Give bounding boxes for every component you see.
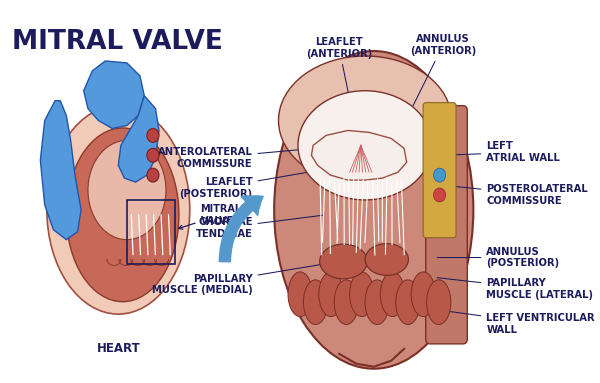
FancyBboxPatch shape (426, 106, 467, 344)
Text: ANNULUS
(POSTERIOR): ANNULUS (POSTERIOR) (437, 247, 559, 268)
Text: ANNULUS
(ANTERIOR): ANNULUS (ANTERIOR) (408, 34, 476, 116)
Text: HEART: HEART (97, 342, 140, 355)
Ellipse shape (288, 272, 312, 317)
Ellipse shape (298, 91, 432, 200)
FancyBboxPatch shape (423, 103, 456, 238)
Ellipse shape (350, 272, 374, 317)
Text: LEAFLET
(POSTERIOR): LEAFLET (POSTERIOR) (179, 170, 317, 199)
Ellipse shape (304, 280, 328, 324)
Text: MITRAL VALVE: MITRAL VALVE (12, 29, 223, 55)
Ellipse shape (334, 280, 358, 324)
FancyArrowPatch shape (219, 196, 263, 262)
Circle shape (147, 148, 159, 162)
Ellipse shape (67, 128, 179, 302)
Polygon shape (83, 61, 144, 128)
Polygon shape (311, 131, 407, 180)
Ellipse shape (427, 280, 451, 324)
Circle shape (434, 168, 446, 182)
Ellipse shape (278, 56, 452, 185)
Text: ANTEROLATERAL
COMMISSURE: ANTEROLATERAL COMMISSURE (158, 147, 312, 169)
Polygon shape (118, 96, 159, 182)
Text: CHORDAE
TENDINAE: CHORDAE TENDINAE (196, 215, 323, 239)
Text: LEAFLET
(ANTERIOR): LEAFLET (ANTERIOR) (306, 38, 372, 130)
Text: POSTEROLATERAL
COMMISSURE: POSTEROLATERAL COMMISSURE (444, 184, 588, 206)
Text: PAPILLARY
MUSCLE (MEDIAL): PAPILLARY MUSCLE (MEDIAL) (152, 262, 337, 295)
Ellipse shape (380, 272, 404, 317)
Ellipse shape (365, 244, 409, 275)
Polygon shape (40, 101, 81, 240)
Ellipse shape (365, 280, 389, 324)
Ellipse shape (320, 244, 367, 279)
Circle shape (147, 168, 159, 182)
Circle shape (147, 128, 159, 142)
Text: LEFT VENTRICULAR
WALL: LEFT VENTRICULAR WALL (436, 309, 595, 335)
Circle shape (434, 188, 446, 202)
Ellipse shape (88, 141, 166, 240)
Ellipse shape (319, 272, 343, 317)
Text: MITRAL
VALVE: MITRAL VALVE (179, 204, 242, 229)
Ellipse shape (396, 280, 420, 324)
Ellipse shape (47, 106, 190, 314)
Ellipse shape (274, 51, 473, 369)
Text: LEFT
ATRIAL WALL: LEFT ATRIAL WALL (444, 141, 560, 163)
Bar (127, 200, 175, 265)
Text: PAPILLARY
MUSCLE (LATERAL): PAPILLARY MUSCLE (LATERAL) (437, 278, 593, 300)
Ellipse shape (411, 272, 436, 317)
